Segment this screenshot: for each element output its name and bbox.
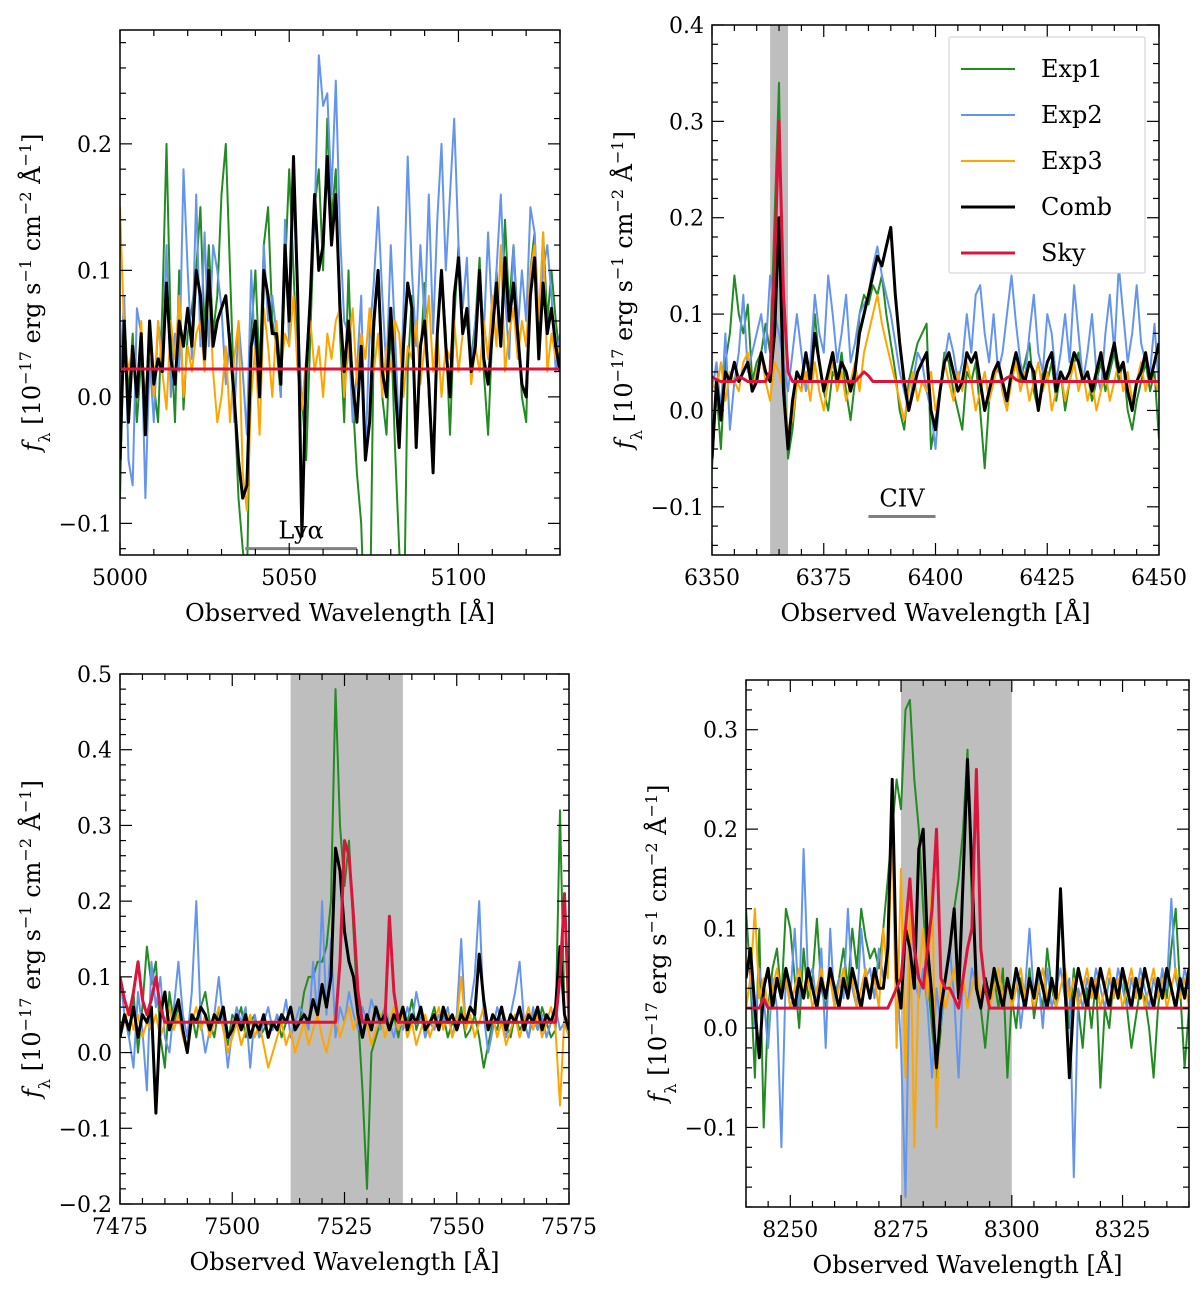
x-axis-label: Observed Wavelength [Å] (185, 598, 495, 627)
y-tick-label: −0.1 (651, 496, 704, 521)
x-tick-label: 8300 (984, 1218, 1040, 1243)
x-tick-label: 6400 (908, 566, 964, 591)
legend: Exp1 Exp2 Exp3 Comb Sky (948, 36, 1146, 274)
y-tick-label: 0.3 (77, 814, 112, 839)
series-line-comb (746, 758, 1189, 1080)
y-tick-label: 0.5 (77, 663, 112, 688)
x-tick-label: 5100 (430, 566, 486, 591)
y-tick-label: 0.2 (703, 818, 738, 843)
series-line-sky (712, 119, 1159, 383)
legend-label-exp1: Exp1 (1041, 55, 1103, 83)
y-tick-label: 0.3 (669, 110, 704, 135)
y-tick-label: 0.1 (77, 259, 112, 284)
x-tick-label: 7575 (541, 1215, 597, 1240)
y-axis-label: fλ [10−17 erg s−1 cm−2 Å−1] (608, 131, 646, 451)
series-line-exp2 (712, 245, 1159, 450)
panel-top-left: Lyα 5000 5050 5100 −0.1 0.0 0.1 0.2 Observed Wav… (16, 29, 561, 627)
x-tick-label: 7525 (317, 1215, 373, 1240)
axes-frame (119, 29, 561, 556)
series-line-sky (120, 839, 569, 1024)
legend-label-comb: Comb (1041, 193, 1112, 221)
x-tick-label: 6425 (1019, 566, 1075, 591)
legend-label-sky: Sky (1041, 239, 1086, 267)
legend-label-exp3: Exp3 (1041, 147, 1103, 175)
x-tick-label: 7550 (429, 1215, 485, 1240)
shaded-region (770, 25, 788, 555)
x-axis-label: Observed Wavelength [Å] (190, 1247, 500, 1276)
panel-top-right: CIV 6350 6375 6400 6425 6450 −0.1 0.0 0.1 0.2 0.3 0… (608, 14, 1188, 627)
panel-bottom-right: 8250 8275 8300 8325 −0.1 0.0 0.1 0.2 0.3 Observed… (642, 679, 1190, 1279)
y-axis-label: fλ [10−17 erg s−1 cm−2 Å−1] (642, 785, 680, 1105)
x-tick-label: 7500 (204, 1215, 260, 1240)
y-tick-label: 0.0 (77, 1042, 112, 1067)
panel-bottom-left: 7475 7500 7525 7550 7575 −0.2 −0.1 0.0 0.1 0.2 0.3… (16, 663, 598, 1276)
y-axis-label: fλ [10−17 erg s−1 cm−2 Å−1] (16, 780, 54, 1100)
series-line-comb (712, 216, 1159, 459)
y-tick-label: 0.1 (669, 303, 704, 328)
x-tick-label: 6350 (684, 566, 740, 591)
y-tick-label: 0.1 (703, 918, 738, 943)
x-tick-label: 5050 (261, 566, 317, 591)
annotation-label: CIV (879, 484, 925, 512)
plot-area (120, 674, 569, 1204)
x-axis-label: Observed Wavelength [Å] (781, 598, 1091, 627)
y-tick-label: 0.0 (77, 386, 112, 411)
y-tick-label: 0.0 (669, 399, 704, 424)
y-tick-label: 0.3 (703, 719, 738, 744)
y-tick-label: 0.1 (77, 966, 112, 991)
y-axis-label: fλ [10−17 erg s−1 cm−2 Å−1] (16, 134, 54, 454)
y-tick-label: 0.2 (77, 890, 112, 915)
y-tick-label: 0.0 (703, 1017, 738, 1042)
x-tick-label: 5000 (92, 566, 148, 591)
x-tick-label: 7475 (92, 1215, 148, 1240)
x-tick-label: 8325 (1095, 1218, 1151, 1243)
y-tick-label: 0.2 (77, 133, 112, 158)
annotation-label: Lyα (278, 517, 323, 545)
x-tick-label: 8275 (873, 1218, 929, 1243)
series-line-comb (120, 846, 569, 1115)
y-tick-label: 0.4 (669, 14, 704, 39)
y-tick-label: −0.1 (685, 1116, 738, 1141)
y-tick-label: 0.4 (77, 739, 112, 764)
series-line-sky (746, 768, 1189, 1010)
plot-area (746, 680, 1189, 1207)
y-tick-label: 0.2 (669, 207, 704, 232)
y-tick-label: −0.1 (59, 1117, 112, 1142)
x-tick-label: 6375 (796, 566, 852, 591)
x-tick-label: 6450 (1131, 566, 1187, 591)
x-tick-label: 8250 (762, 1218, 818, 1243)
x-axis-label: Observed Wavelength [Å] (813, 1250, 1123, 1279)
y-tick-label: −0.2 (59, 1193, 112, 1218)
legend-box (948, 36, 1146, 274)
series-line-comb (120, 155, 560, 538)
plot-area (712, 25, 1159, 555)
legend-label-exp2: Exp2 (1041, 101, 1103, 129)
plot-area (120, 54, 560, 555)
y-tick-label: −0.1 (59, 512, 112, 537)
